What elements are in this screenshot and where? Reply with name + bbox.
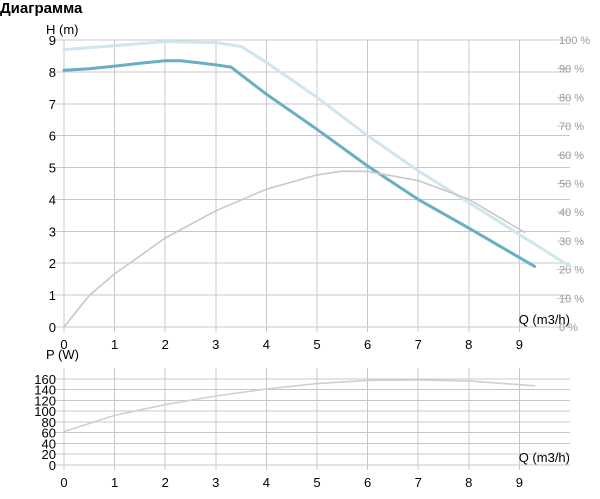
y-tick-label: 120 (34, 393, 56, 408)
right-tick-label: 0 % (559, 322, 578, 334)
right-tick-label: 40 % (559, 207, 584, 219)
page-title: Диаграмма (0, 0, 83, 17)
right-tick-label: 70 % (559, 121, 584, 133)
y-tick-label: 0 (49, 320, 56, 335)
right-tick-label: 90 % (559, 64, 584, 76)
y-tick-label: 80 (42, 415, 56, 430)
efficiency-curve (63, 170, 526, 328)
right-tick-label: 50 % (559, 179, 584, 191)
x-tick-label: 2 (162, 337, 169, 352)
x-tick-label: 3 (212, 337, 219, 352)
y-tick-label: 9 (49, 33, 56, 48)
x-tick-label: 1 (111, 475, 118, 490)
y-tick-label: 1 (49, 288, 56, 303)
y-tick-label: 2 (49, 256, 56, 271)
x-tick-label: 8 (465, 337, 472, 352)
head-curve (62, 59, 537, 268)
x-tick-label: 9 (516, 475, 523, 490)
x-tick-label: 3 (212, 475, 219, 490)
right-tick-label: 20 % (559, 265, 584, 277)
right-tick-label: 30 % (559, 236, 584, 248)
head_max-curve (62, 40, 572, 268)
y-tick-label: 0 (49, 458, 56, 473)
right-tick-label: 60 % (559, 150, 584, 162)
x-tick-label: 0 (60, 337, 67, 352)
x-tick-label: 1 (111, 337, 118, 352)
y-axis-label: P (W) (46, 347, 79, 362)
y-tick-label: 3 (49, 224, 56, 239)
right-tick-label: 100 % (559, 35, 590, 47)
y-tick-label: 4 (49, 192, 56, 207)
y-axis-label: H (m) (46, 22, 79, 37)
y-tick-label: 140 (34, 383, 56, 398)
x-tick-label: 8 (465, 475, 472, 490)
x-tick-label: 6 (364, 475, 371, 490)
y-tick-label: 20 (42, 447, 56, 462)
x-tick-label: 7 (415, 337, 422, 352)
y-tick-label: 100 (34, 404, 56, 419)
x-tick-label: 4 (263, 337, 270, 352)
x-tick-label: 9 (516, 337, 523, 352)
x-tick-label: 2 (162, 475, 169, 490)
x-axis-label: Q (m3/h) (519, 312, 570, 327)
x-tick-label: 4 (263, 475, 270, 490)
right-tick-label: 10 % (559, 293, 584, 305)
x-axis-label: Q (m3/h) (519, 450, 570, 465)
y-tick-label: 5 (49, 161, 56, 176)
x-tick-label: 0 (60, 475, 67, 490)
x-tick-label: 5 (313, 475, 320, 490)
x-tick-label: 5 (313, 337, 320, 352)
y-tick-label: 160 (34, 372, 56, 387)
power-curve (63, 379, 536, 433)
right-tick-label: 80 % (559, 92, 584, 104)
y-tick-label: 40 (42, 436, 56, 451)
y-tick-label: 6 (49, 129, 56, 144)
y-tick-label: 7 (49, 97, 56, 112)
x-tick-label: 7 (415, 475, 422, 490)
x-tick-label: 6 (364, 337, 371, 352)
y-tick-label: 8 (49, 65, 56, 80)
y-tick-label: 60 (42, 426, 56, 441)
